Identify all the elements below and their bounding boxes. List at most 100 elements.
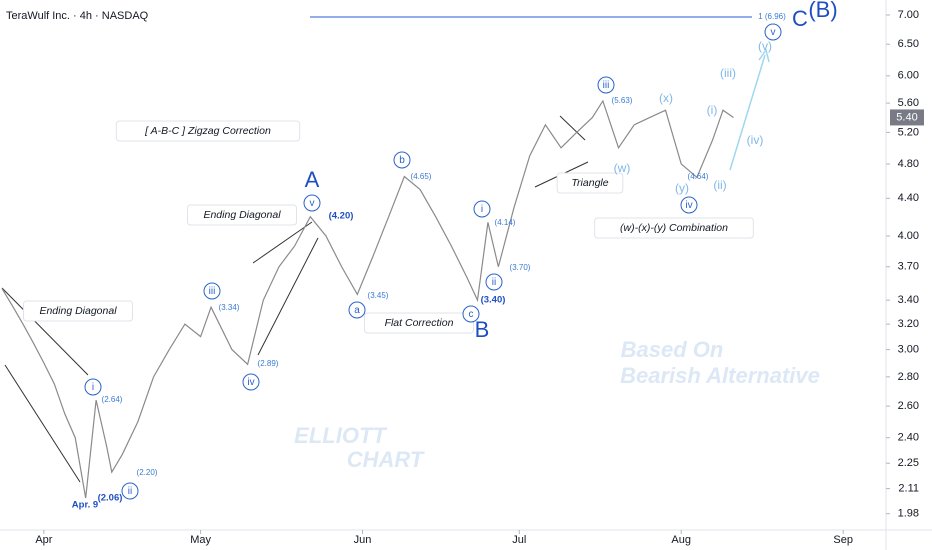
y-tick-label: 4.80 (898, 158, 919, 170)
price-label: (3.70) (510, 263, 531, 272)
annotation-label: [ A-B-C ] Zigzag Correction (144, 125, 271, 137)
wave-label: i (481, 204, 483, 215)
wave-label: iii (603, 80, 610, 91)
trendlines (1, 115, 589, 483)
y-tick-label: 3.20 (898, 318, 919, 330)
annotation-box (115, 120, 301, 142)
watermark: CHART (347, 447, 425, 472)
price-label: (5.63) (612, 96, 633, 105)
wave-label: i (92, 382, 94, 393)
wave-label: iii (209, 286, 216, 297)
y-tick-label: 5.20 (898, 126, 919, 138)
wave-circle (242, 373, 260, 391)
projection (729, 54, 766, 171)
wave-label: (ii) (713, 178, 726, 192)
annotation-box (187, 204, 297, 226)
x-tick-label: Jun (354, 534, 372, 546)
x-tick-label: Jul (512, 534, 526, 546)
wave-circle (393, 151, 411, 169)
wave-label: b (399, 155, 405, 166)
price-label: Apr. 9 (72, 500, 98, 511)
price-label: (3.45) (368, 291, 389, 300)
y-tick-label: 2.40 (898, 432, 919, 444)
annotation-label: Ending Diagonal (39, 305, 117, 317)
y-tick-label: 2.25 (898, 457, 919, 469)
wave-label: (i) (707, 103, 718, 117)
wave-label: iv (685, 200, 692, 211)
price-label: (3.40) (481, 295, 506, 306)
price-label: (2.89) (258, 359, 279, 368)
annotation-label: Flat Correction (385, 317, 454, 329)
wave-label: v (310, 198, 315, 209)
y-tick-label: 7.00 (898, 9, 919, 21)
annotation-label: (w)-(x)-(y) Combination (620, 222, 728, 234)
chart-title: TeraWulf Inc. · 4h · NASDAQ (6, 10, 149, 22)
wave-label: C (792, 6, 808, 31)
current-price-box (890, 109, 924, 126)
annotation-label: Triangle (571, 177, 608, 189)
y-tick-label: 1.98 (898, 508, 919, 520)
y-tick-label: 3.00 (898, 344, 919, 356)
price-label: (4.14) (495, 218, 516, 227)
wave-label: c (469, 309, 474, 320)
y-tick-label: 6.50 (898, 38, 919, 50)
x-tick-label: Aug (671, 534, 691, 546)
wave-label: (w) (614, 161, 631, 175)
y-tick-label: 2.80 (898, 371, 919, 383)
annotation-box (594, 217, 754, 239)
y-tick-label: 2.11 (898, 483, 919, 495)
watermark: Based On (621, 337, 724, 362)
price-label: (4.20) (329, 211, 354, 222)
annotation-label: Ending Diagonal (203, 209, 281, 221)
wave-circle (203, 282, 221, 300)
wave-circle (764, 23, 782, 41)
y-tick-label: 5.60 (898, 97, 919, 109)
wave-label: (B) (808, 0, 837, 22)
wave-circle (462, 305, 480, 323)
annotations: [ A-B-C ] Zigzag Correction Ending Diagon… (23, 0, 838, 511)
wave-label: a (354, 305, 360, 316)
price-label: (2.20) (137, 468, 158, 477)
price-label: (4.65) (411, 172, 432, 181)
x-tick-label: May (190, 534, 211, 546)
wave-label: (x) (659, 91, 673, 105)
trendline (252, 221, 313, 264)
y-tick-label: 2.60 (898, 400, 919, 412)
wave-label: iv (247, 377, 254, 388)
y-tick-label: 4.40 (898, 192, 919, 204)
wave-label: (y) (675, 181, 689, 195)
annotation-box (556, 172, 624, 194)
price-label: (2.06) (98, 493, 123, 504)
wave-circle (303, 194, 321, 212)
wave-label: v (771, 27, 776, 38)
wave-label: (iv) (747, 133, 764, 147)
annotation-box (364, 312, 474, 334)
watermark: Bearish Alternative (620, 363, 820, 388)
wave-label: B (475, 317, 490, 342)
wave-circle (680, 196, 698, 214)
x-tick-label: Sep (833, 534, 853, 546)
trendline (4, 364, 81, 483)
wave-circle (473, 200, 491, 218)
trendline (257, 237, 319, 356)
wave-circle (348, 301, 366, 319)
watermark: ELLIOTT (294, 423, 387, 448)
y-tick-label: 3.40 (898, 294, 919, 306)
y-tick-label: 6.00 (898, 70, 919, 82)
wave-label: (v) (758, 39, 772, 53)
price-label: (2.64) (102, 395, 123, 404)
price-line (1, 99, 734, 499)
y-tick-label: 4.00 (898, 230, 919, 242)
wave-circle (84, 378, 102, 396)
wave-circle (597, 76, 615, 94)
wave-label: (iii) (720, 66, 736, 80)
annotation-box (23, 300, 133, 322)
projection-arrow (758, 48, 770, 63)
price-label: (4.64) (688, 172, 709, 181)
price-label: (3.34) (219, 303, 240, 312)
wave-label: A (305, 167, 320, 192)
trendline (559, 115, 586, 141)
price-label: 1 (6.96) (758, 12, 786, 21)
wave-circle (485, 273, 503, 291)
